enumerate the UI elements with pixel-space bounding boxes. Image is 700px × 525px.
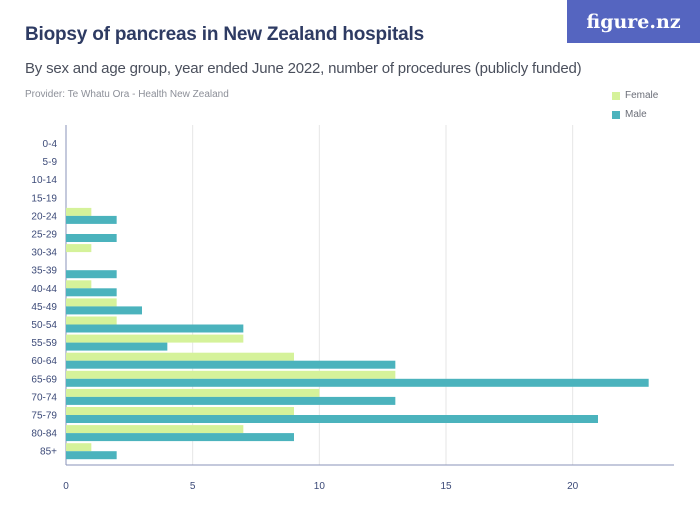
bar-male [66, 451, 117, 460]
y-tick-label: 5-9 [43, 157, 58, 168]
y-tick-label: 0-4 [43, 139, 58, 150]
legend-item-male: Male [612, 105, 658, 124]
y-tick-label: 15-19 [31, 193, 57, 204]
bar-female [66, 352, 294, 361]
legend-item-female: Female [612, 86, 658, 105]
bar-male [66, 270, 117, 279]
bar-male [66, 433, 294, 442]
y-tick-label: 25-29 [31, 230, 57, 241]
bar-female [66, 425, 244, 434]
bar-female [66, 388, 320, 397]
legend: Female Male [612, 86, 658, 124]
bar-male [66, 234, 117, 242]
bar-male [66, 288, 117, 297]
y-tick-label: 85+ [40, 447, 57, 458]
x-tick-label: 10 [314, 481, 326, 492]
y-tick-label: 20-24 [31, 211, 57, 222]
legend-swatch-female [612, 91, 620, 100]
bar-male [66, 215, 117, 224]
y-tick-label: 70-74 [31, 392, 57, 403]
legend-label-male: Male [625, 109, 647, 120]
bar-female [66, 334, 244, 343]
figure-nz-logo[interactable]: figure.nz [567, 0, 700, 43]
bar-male [66, 360, 396, 369]
bar-male [66, 396, 396, 405]
bar-female [66, 443, 92, 452]
bar-male [66, 378, 649, 387]
bar-female [66, 407, 294, 415]
bar-male [66, 342, 168, 351]
y-tick-label: 65-69 [31, 374, 57, 385]
bar-female [66, 316, 117, 325]
y-tick-label: 35-39 [31, 266, 57, 277]
y-tick-label: 30-34 [31, 248, 57, 259]
legend-swatch-male [612, 110, 620, 119]
legend-label-female: Female [625, 90, 659, 101]
bar-female [66, 298, 117, 307]
bar-male [66, 306, 142, 315]
x-tick-label: 5 [190, 481, 196, 492]
x-tick-label: 15 [440, 481, 452, 492]
x-tick-label: 20 [567, 481, 579, 492]
y-tick-label: 50-54 [31, 320, 57, 331]
data-provider: Provider: Te Whatu Ora - Health New Zeal… [25, 89, 229, 100]
bar-female [66, 370, 396, 379]
y-tick-label: 45-49 [31, 302, 57, 313]
bar-male [66, 415, 598, 423]
bar-female [66, 244, 92, 253]
chart-subtitle: By sex and age group, year ended June 20… [25, 60, 582, 77]
y-tick-label: 10-14 [31, 175, 57, 186]
x-tick-label: 0 [63, 481, 69, 492]
y-tick-label: 60-64 [31, 356, 57, 367]
y-tick-label: 55-59 [31, 338, 57, 349]
y-tick-label: 75-79 [31, 411, 57, 422]
y-tick-label: 40-44 [31, 284, 57, 295]
bar-male [66, 324, 244, 333]
bar-female [66, 207, 92, 216]
chart-title: Biopsy of pancreas in New Zealand hospit… [25, 24, 424, 45]
bar-female [66, 280, 92, 289]
y-tick-label: 80-84 [31, 429, 57, 440]
